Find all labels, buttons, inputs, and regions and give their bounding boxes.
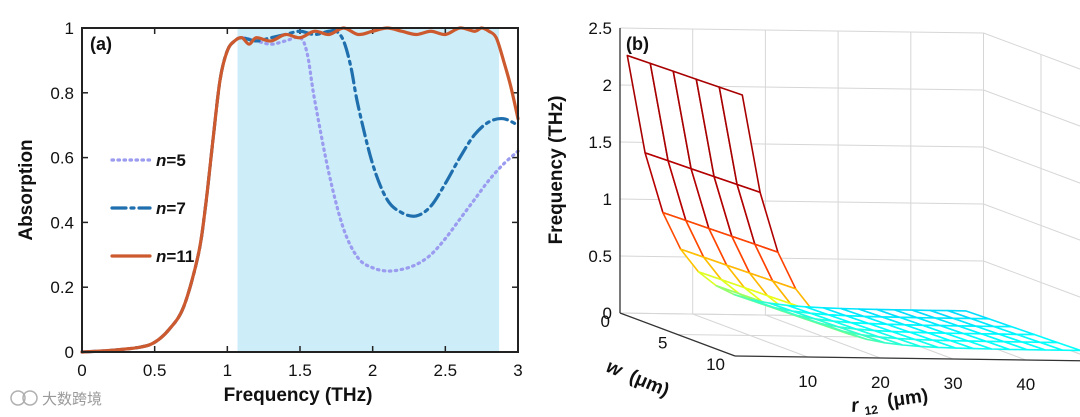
panel-a-chart: 0 0.5 1 1.5 2 2.5 3 0 0.2 0.4 0.6 0.8 1 n=5 n=7 n=11 (… <box>16 19 523 406</box>
panel-b-ticks: 00.511.522.510203040500510 <box>588 19 1035 394</box>
panel-b-chart: 00.511.522.510203040500510 (b) Frequency… <box>546 19 1080 417</box>
z-tick-label: 2 <box>603 76 612 95</box>
panel-a-series <box>80 26 520 354</box>
y-tick-label: 0.8 <box>50 84 74 103</box>
watermark-logo-icon <box>10 390 26 406</box>
watermark: 大数跨境 <box>10 390 102 408</box>
panel-b-wlabel: w (μm) <box>603 356 672 401</box>
x-tick-label: 1 <box>223 361 232 380</box>
z-tick-label: 1.5 <box>588 133 612 152</box>
panel-a-xlabel: Frequency (THz) <box>224 385 373 406</box>
panel-b-zlabel: Frequency (THz) <box>546 96 567 245</box>
watermark-text: 大数跨境 <box>42 390 102 408</box>
z-tick-label: 0 <box>603 304 612 323</box>
axis-line <box>619 312 736 357</box>
x-tick-label: 1.5 <box>288 361 312 380</box>
z-tick-label: 0.5 <box>588 247 612 266</box>
x-tick-label: 3 <box>513 361 522 380</box>
y-tick-label: 0.4 <box>50 213 74 232</box>
grid-line <box>983 89 1080 127</box>
grid-line <box>619 27 984 34</box>
panel-b-rlabel: r 12 (μm) <box>850 385 930 417</box>
series-line-n=11 <box>80 26 520 354</box>
panel-b-surface <box>626 54 1080 352</box>
r-tick-label: 20 <box>871 373 890 392</box>
w-tick-label: 10 <box>706 355 725 374</box>
w-tick-label: 5 <box>658 334 667 353</box>
r-tick-label: 40 <box>1016 375 1035 394</box>
r-tick-label: 30 <box>944 374 963 393</box>
y-tick-label: 0.6 <box>50 149 74 168</box>
z-tick-label: 2.5 <box>588 19 612 38</box>
grid-line <box>983 260 1080 298</box>
r-tick-label: 10 <box>798 372 817 391</box>
w-tick-label: 0 <box>601 312 610 331</box>
grid-line <box>983 32 1080 70</box>
shaded-band <box>237 28 500 352</box>
legend-label-n=7: n=7 <box>156 199 186 218</box>
grid-line <box>983 146 1080 184</box>
axis-line <box>734 355 1080 362</box>
grid-line <box>983 203 1080 241</box>
legend: n=5 n=7 n=11 <box>110 151 194 266</box>
legend-label-n=5: n=5 <box>156 151 186 170</box>
legend-label-n=11: n=11 <box>156 247 194 266</box>
y-tick-label: 0 <box>65 343 74 362</box>
watermark-logo-icon <box>22 390 38 406</box>
z-tick-label: 1 <box>603 190 612 209</box>
x-tick-label: 2 <box>368 361 377 380</box>
y-tick-label: 0.2 <box>50 278 74 297</box>
y-tick-label: 1 <box>65 19 74 38</box>
panel-a-label: (a) <box>90 34 112 54</box>
surface-cell <box>1039 341 1080 352</box>
panel-b-label: (b) <box>626 34 649 54</box>
x-tick-label: 2.5 <box>434 361 458 380</box>
grid-line <box>619 255 984 262</box>
x-tick-label: 0.5 <box>143 361 167 380</box>
panel-a-ylabel: Absorption <box>16 139 37 240</box>
x-tick-label: 0 <box>77 361 86 380</box>
panel-a-frame <box>81 27 519 353</box>
